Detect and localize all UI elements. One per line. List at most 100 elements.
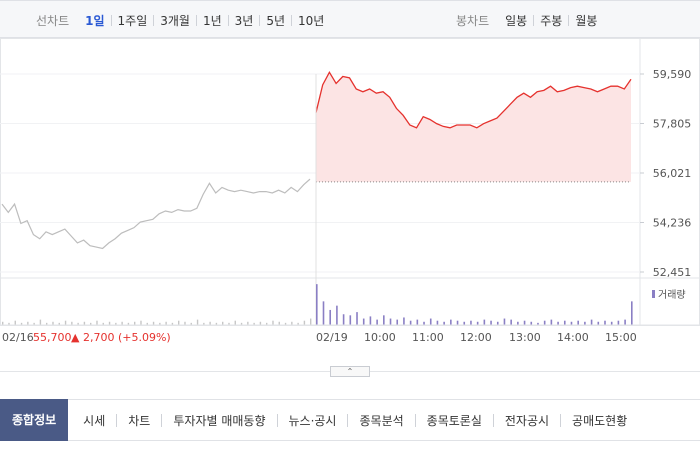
tab-e-disclosure[interactable]: 전자공시 [504, 413, 550, 428]
chevron-up-icon: ⌃ [346, 367, 354, 376]
volume-bar [570, 321, 573, 325]
volume-bar [329, 309, 332, 325]
volume-bar [523, 320, 526, 325]
volume-bar [604, 320, 606, 325]
volume-bar [490, 320, 492, 325]
prev-session-line [1, 178, 311, 250]
volume-bar [234, 320, 236, 325]
volume-bar [550, 319, 553, 325]
period-10y[interactable]: 10년 [298, 13, 325, 28]
volume-bar [396, 319, 399, 325]
volume-bar [316, 284, 318, 325]
divider [161, 413, 163, 427]
volume-bar [178, 320, 180, 325]
volume-bar [152, 321, 155, 325]
tab-chart[interactable]: 차트 [128, 413, 151, 428]
period-1w[interactable]: 1주일 [117, 13, 148, 28]
period-5y[interactable]: 5년 [266, 13, 286, 28]
tab-quotes[interactable]: 시세 [83, 413, 106, 428]
volume-bar [284, 322, 287, 325]
tab-discussion[interactable]: 종목토론실 [426, 413, 482, 428]
tab-analysis[interactable]: 종목분석 [359, 413, 404, 428]
volume-bar [14, 320, 16, 325]
period-1y[interactable]: 1년 [202, 13, 222, 28]
price-tick-label: 59,590 [653, 68, 692, 81]
volume-bar [389, 318, 392, 325]
volume-bar [115, 322, 117, 325]
volume-bar [203, 322, 205, 325]
volume-bar [443, 321, 445, 325]
volume-bar [376, 319, 378, 325]
prev-change-label: ▲ 2,700 (+5.09%) [71, 331, 171, 344]
time-tick-label: 15:00 [605, 331, 637, 344]
volume-bar [102, 322, 104, 325]
volume-bar [272, 320, 274, 325]
divider [195, 14, 197, 26]
tab-short-selling[interactable]: 공매도현황 [572, 413, 628, 428]
period-3y[interactable]: 3년 [234, 13, 254, 28]
period-3m[interactable]: 3개월 [160, 13, 190, 28]
volume-bar [383, 315, 385, 325]
volume-bar [52, 321, 54, 325]
volume-bar [543, 320, 546, 325]
volume-bar [450, 319, 452, 325]
volume-bar [336, 305, 338, 325]
volume-bar [127, 322, 130, 325]
volume-bar [39, 319, 42, 325]
volume-bar [240, 322, 243, 325]
volume-bar [2, 321, 4, 325]
candle-monthly[interactable]: 월봉 [575, 13, 598, 28]
candle-chart-label: 봉차트 [456, 13, 490, 28]
prev-close-value: 55,700 [33, 331, 72, 344]
volume-bar [537, 322, 539, 325]
tab-news-disclosure[interactable]: 뉴스·공시 [288, 413, 337, 428]
volume-bar [253, 322, 255, 325]
volume-bar [196, 319, 199, 325]
volume-bar [165, 321, 167, 325]
volume-bar [470, 320, 472, 325]
price-tick-label: 56,021 [653, 167, 692, 180]
volume-bar [259, 321, 262, 325]
chart-toolbar: 선차트 1일 1주일 3개월 1년 3년 5년 10년 봉차트 일봉 주봉 월봉 [0, 0, 700, 38]
volume-bar [215, 322, 218, 325]
divider [116, 413, 118, 427]
volume-bar [342, 314, 345, 325]
candle-chart-periods: 봉차트 일봉 주봉 월봉 [456, 1, 603, 39]
stock-info-tabs: 종합정보 시세 차트 투자자별 매매동향 뉴스·공시 종목분석 종목토론실 전자… [0, 399, 700, 441]
volume-bar [209, 321, 211, 325]
divider [276, 413, 278, 427]
volume-bar [590, 319, 593, 325]
price-chart[interactable]: 59,590 57,805 56,021 54,236 52,451 거래량 02/16 55… [0, 38, 700, 350]
volume-bar [429, 318, 432, 325]
divider [291, 14, 293, 26]
time-tick-label: 10:00 [364, 331, 396, 344]
candle-weekly[interactable]: 주봉 [540, 13, 563, 28]
volume-bar [403, 317, 405, 325]
volume-bar [228, 322, 230, 325]
price-chart-svg: 59,590 57,805 56,021 54,236 52,451 거래량 02/16 55… [0, 38, 700, 344]
volume-bar [58, 322, 60, 325]
price-tick-label: 52,451 [653, 266, 692, 279]
volume-bar [631, 301, 633, 325]
volume-bar [557, 321, 559, 325]
volume-bar [247, 321, 249, 325]
price-tick-label: 54,236 [653, 216, 692, 229]
collapse-chart-button[interactable]: ⌃ [330, 366, 370, 377]
volume-bar [303, 320, 306, 325]
volume-bar [171, 322, 174, 325]
divider [533, 14, 535, 26]
volume-bar [278, 321, 280, 325]
volume-legend-swatch [652, 290, 655, 298]
candle-daily[interactable]: 일봉 [505, 13, 528, 28]
volume-bar [322, 301, 325, 325]
tab-investor-trading[interactable]: 투자자별 매매동향 [173, 413, 266, 428]
volume-bar [362, 318, 365, 325]
volume-bar [416, 319, 419, 325]
volume-bar [184, 321, 186, 325]
tab-overview[interactable]: 종합정보 [0, 399, 69, 441]
volume-bar [222, 321, 224, 325]
volume-bar [20, 322, 23, 325]
volume-bar [617, 320, 620, 325]
volume-bar [584, 321, 586, 325]
period-1d[interactable]: 1일 [85, 13, 105, 28]
